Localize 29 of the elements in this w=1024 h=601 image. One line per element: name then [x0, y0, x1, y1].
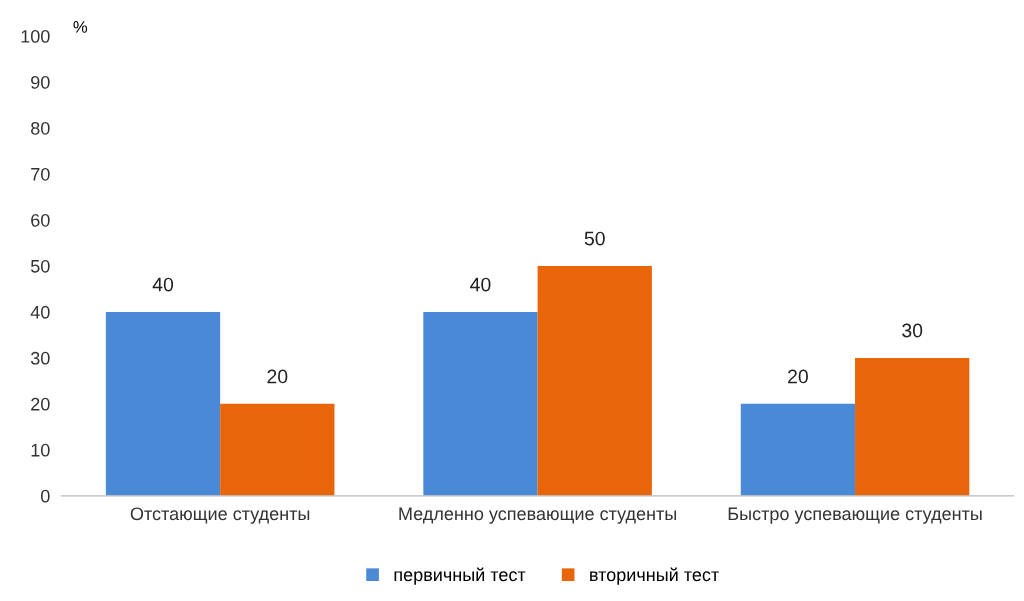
x-tick-label: Быстро успевающие студенты	[728, 507, 982, 524]
y-tick-label: 0	[40, 489, 50, 503]
y-axis-title: %	[73, 21, 88, 33]
bar	[855, 357, 970, 496]
data-label: 30	[902, 323, 923, 338]
legend-label: вторичный тест	[590, 567, 719, 585]
data-label: 20	[267, 369, 288, 384]
x-tick-label: Отстающие студенты	[130, 507, 310, 524]
bar	[740, 403, 856, 496]
y-tick-label: 10	[31, 443, 50, 457]
bar	[423, 311, 538, 496]
bar	[105, 311, 221, 496]
data-label: 40	[152, 277, 174, 292]
data-label: 20	[788, 369, 808, 384]
y-tick-label: 100	[21, 29, 50, 43]
legend-label: первичный тест	[394, 567, 526, 585]
y-tick-label: 50	[30, 259, 50, 273]
y-tick-label: 20	[31, 397, 50, 411]
x-tick-label: Медленно успевающие студенты	[399, 507, 677, 524]
data-label: 50	[584, 231, 605, 246]
bar	[220, 403, 335, 496]
data-label: 40	[470, 277, 491, 292]
y-tick-label: 80	[31, 121, 50, 135]
y-tick-label: 90	[31, 75, 50, 89]
y-tick-label: 60	[31, 213, 50, 227]
y-tick-label: 70	[31, 167, 50, 181]
bar	[537, 265, 652, 496]
y-tick-label: 40	[30, 305, 50, 319]
y-tick-label: 30	[30, 351, 50, 365]
